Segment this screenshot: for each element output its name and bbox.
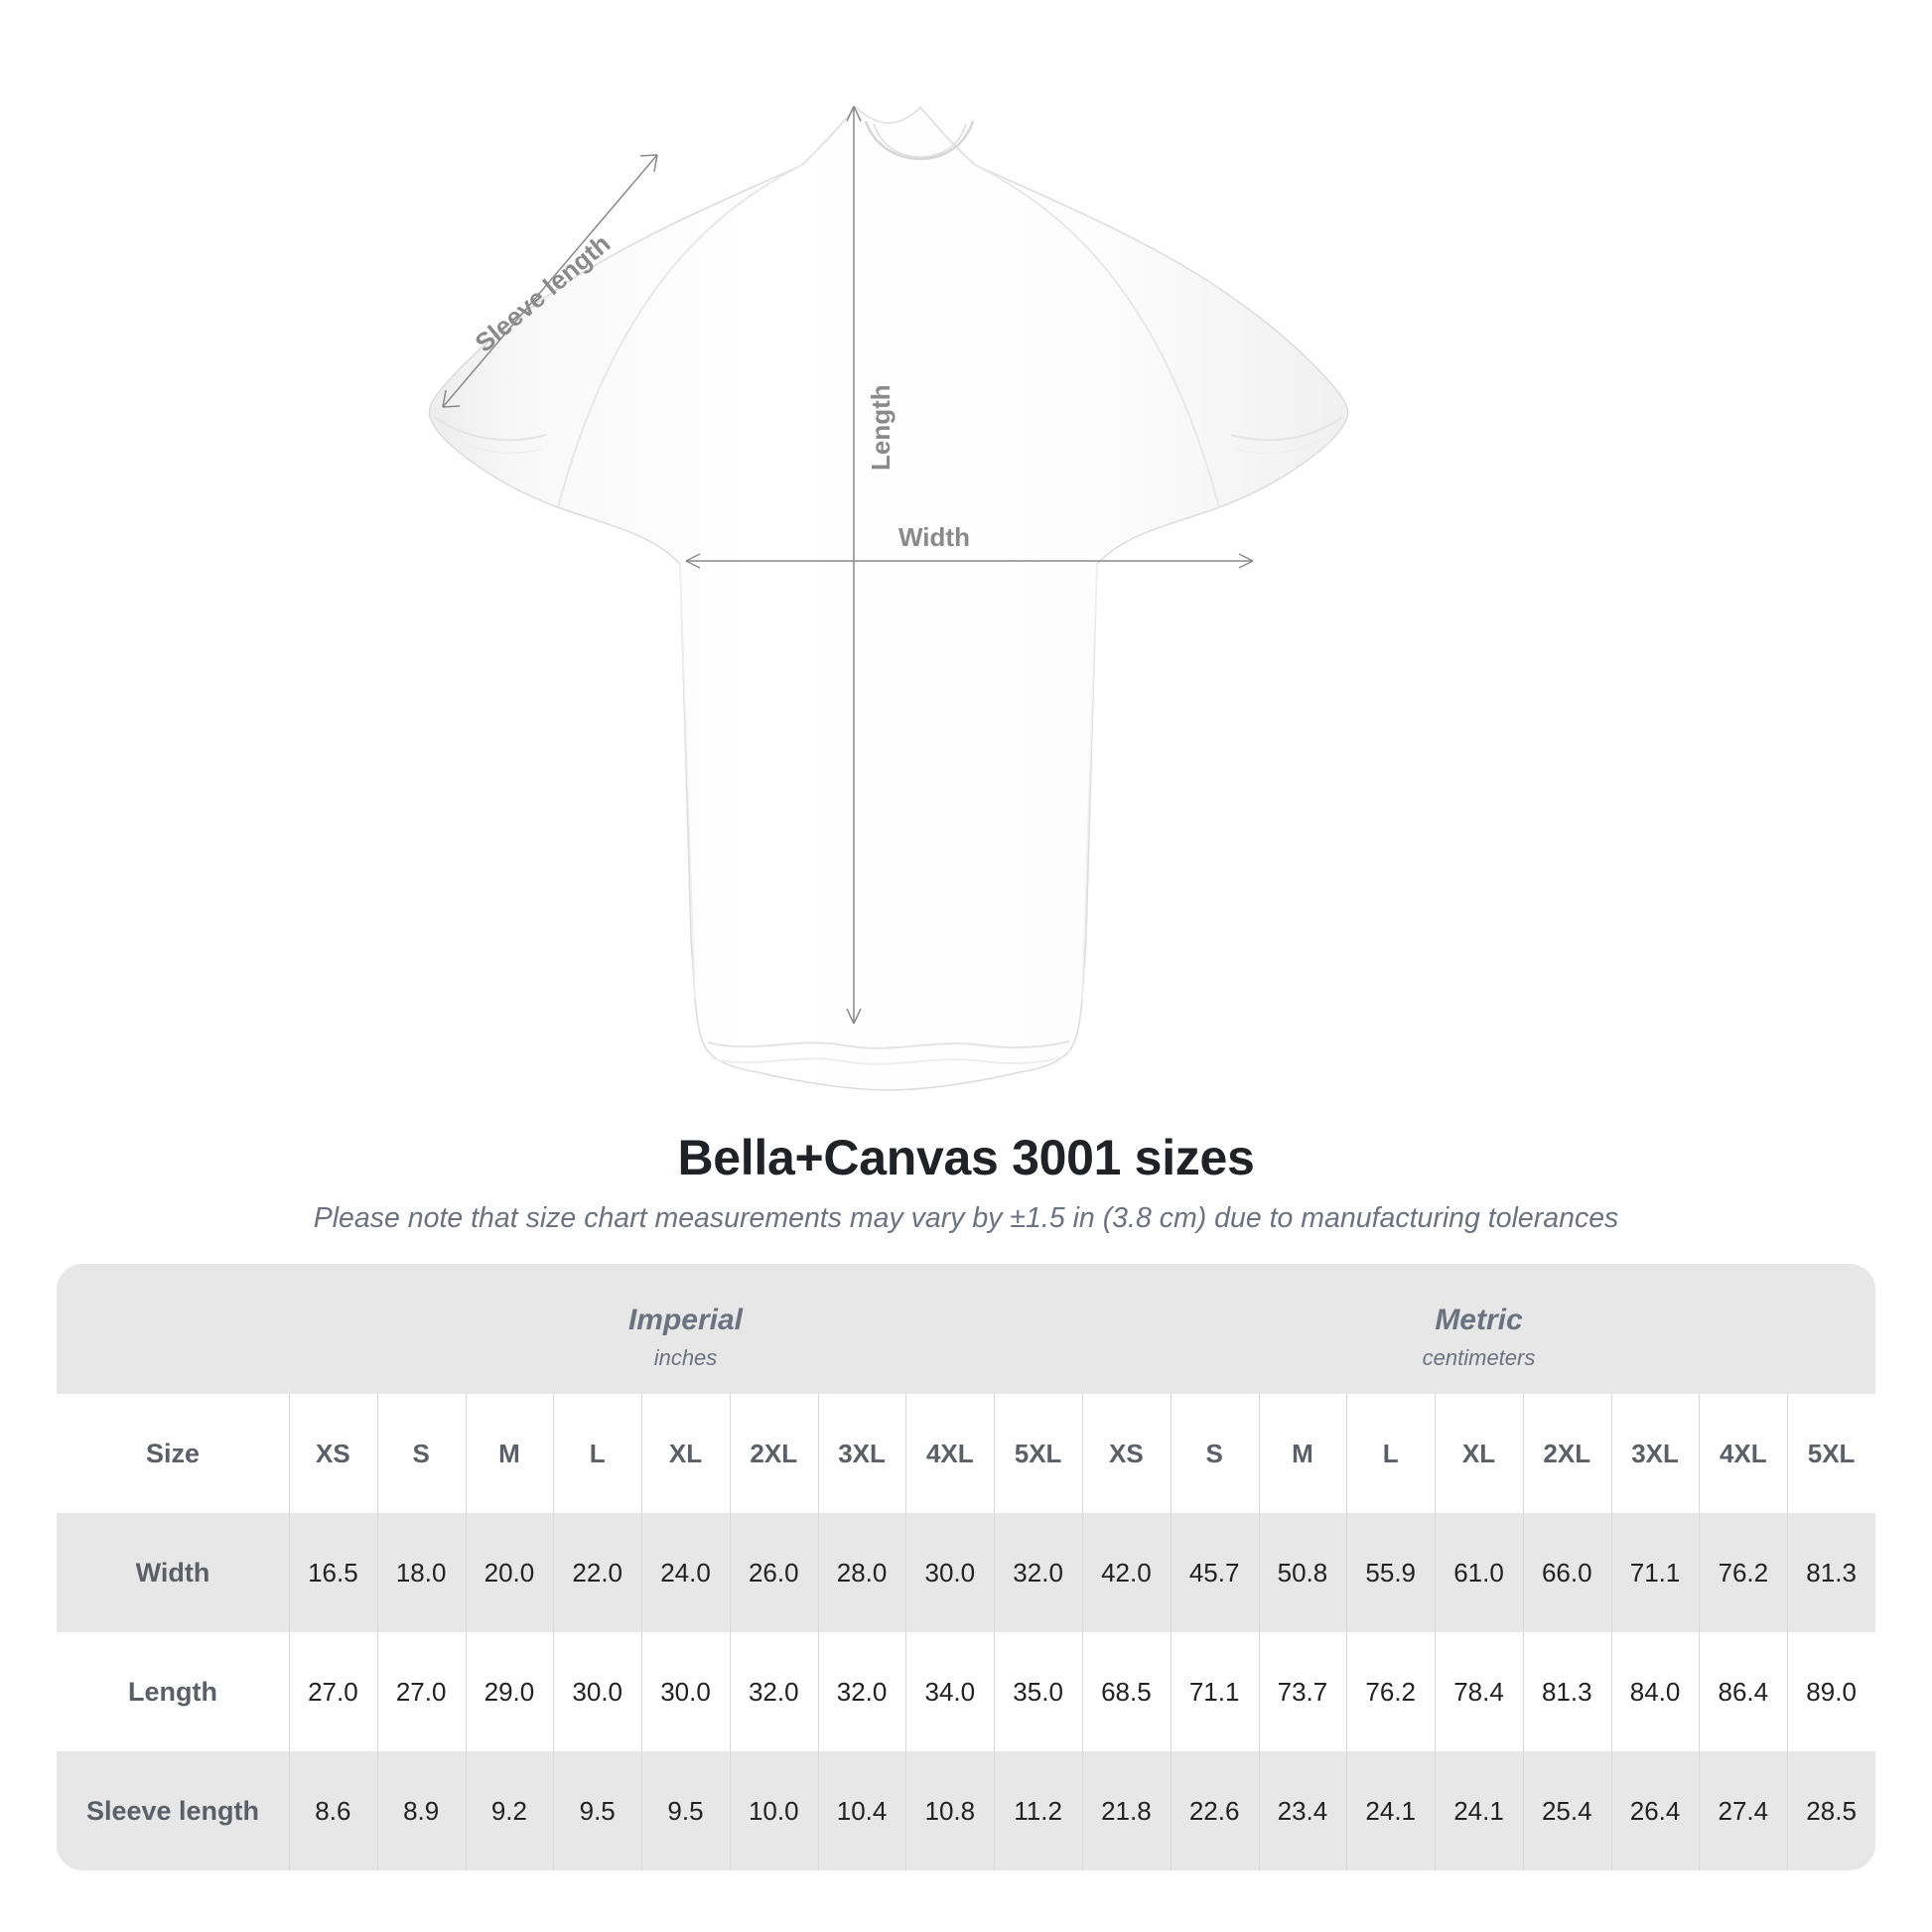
svg-text:Length: Length bbox=[866, 384, 896, 471]
svg-text:Sleeve length: Sleeve length bbox=[470, 228, 617, 358]
svg-text:Width: Width bbox=[898, 522, 970, 552]
